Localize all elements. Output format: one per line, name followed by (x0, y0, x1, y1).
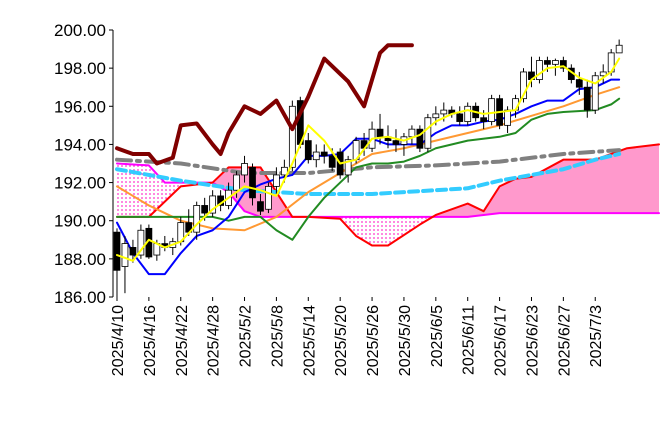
y-tick-label: 186.00 (54, 288, 106, 307)
candle-body (265, 185, 272, 210)
candle-body (480, 117, 488, 122)
candle-body (344, 159, 352, 176)
x-tick-label: 2025/6/27 (556, 305, 573, 376)
candle-body (328, 155, 336, 168)
candle-body (615, 44, 623, 54)
candle-body (559, 60, 567, 69)
x-tick-label: 2025/4/28 (206, 305, 223, 376)
candle-body (129, 247, 137, 256)
x-tick-label: 2025/4/16 (142, 305, 159, 376)
x-tick-label: 2025/5/8 (269, 305, 286, 367)
line-series (115, 97, 621, 241)
candle-body (424, 117, 432, 149)
line-series (114, 43, 414, 166)
x-tick-label: 2025/5/2 (238, 305, 255, 367)
x-tick-label: 2025/5/26 (365, 305, 382, 376)
y-tick-label: 194.00 (54, 135, 106, 154)
candle-body (536, 60, 543, 80)
x-tick-label: 2025/4/22 (174, 305, 191, 376)
candle-body (544, 60, 551, 65)
candle-body (583, 86, 591, 111)
y-tick-label: 196.00 (54, 97, 106, 116)
candle-body (209, 195, 217, 214)
candle-body (320, 151, 328, 157)
candle-body (456, 113, 464, 122)
candle-body (312, 151, 320, 161)
x-tick-label: 2025/5/14 (301, 305, 318, 376)
x-tick-label: 2025/4/10 (110, 305, 127, 376)
y-tick-label: 192.00 (54, 174, 106, 193)
x-tick-label: 2025/5/30 (397, 305, 414, 376)
x-tick-label: 2025/6/11 (461, 305, 478, 375)
candle-body (201, 205, 209, 214)
candle-body (432, 113, 440, 119)
candle-body (408, 128, 416, 138)
y-tick-label: 200.00 (54, 21, 106, 40)
candle-body (249, 166, 256, 199)
candle-body (599, 71, 607, 77)
candle-body (280, 166, 288, 176)
line-series (115, 57, 621, 262)
x-tick-label: 2025/7/3 (588, 305, 605, 367)
candle-body (488, 98, 496, 122)
line-series (115, 86, 621, 232)
y-tick-label: 188.00 (54, 250, 106, 269)
candle-body (288, 105, 296, 168)
candle-body (121, 243, 129, 267)
x-tick-label: 2025/5/20 (333, 305, 350, 376)
y-tick-label: 198.00 (54, 59, 106, 78)
candle-body (440, 109, 448, 115)
candle-body (257, 201, 264, 212)
x-tick-label: 2025/6/5 (429, 305, 446, 367)
y-tick-label: 190.00 (54, 212, 106, 231)
candle-body (233, 174, 240, 191)
candle-body (464, 105, 472, 122)
candle-body (575, 79, 583, 88)
candle-body (137, 229, 145, 256)
candle-body (392, 140, 400, 145)
candle-body (520, 71, 527, 100)
x-tick-label: 2025/6/23 (524, 305, 541, 376)
line-series (114, 148, 622, 176)
candle-body (416, 128, 424, 149)
candle-body (241, 163, 248, 176)
x-tick-label: 2025/6/17 (493, 305, 510, 376)
candle-body (504, 109, 511, 126)
candle-body (552, 60, 559, 65)
candle-body (113, 231, 121, 271)
candle-body (304, 140, 312, 161)
candle-body (193, 205, 201, 233)
candle-body (273, 174, 280, 187)
candle-body (376, 128, 384, 138)
candle-body (591, 75, 599, 111)
